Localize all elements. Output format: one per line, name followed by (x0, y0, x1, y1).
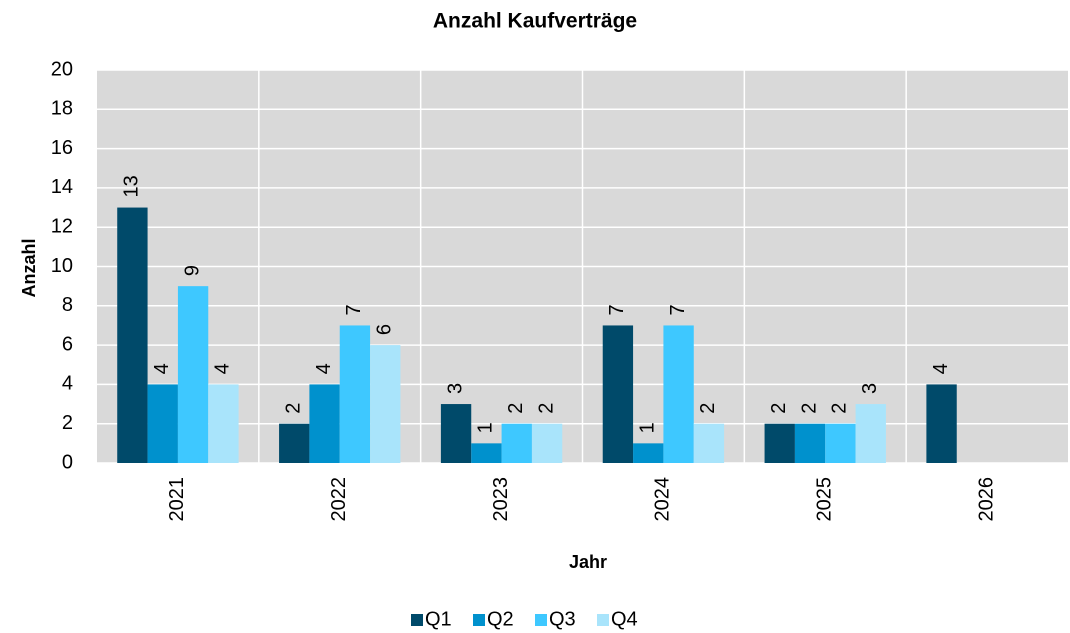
x-tick-label: 2021 (166, 477, 188, 522)
y-tick-label: 0 (62, 451, 73, 473)
y-axis-title: Anzahl (19, 238, 39, 297)
value-label: 2 (535, 403, 557, 414)
value-label: 3 (859, 383, 881, 394)
bar (531, 423, 563, 463)
legend-label: Q2 (487, 608, 514, 630)
legend-label: Q3 (549, 608, 576, 630)
value-label: 4 (930, 363, 952, 374)
bar (471, 443, 502, 463)
bar (855, 404, 886, 463)
value-label: 4 (313, 363, 335, 374)
x-tick-label: 2024 (652, 477, 674, 522)
chart-title: Anzahl Kaufverträge (433, 10, 637, 33)
bar (764, 423, 795, 463)
value-label: 7 (606, 304, 628, 315)
bar (147, 384, 178, 463)
value-label: 1 (637, 422, 659, 433)
bar (693, 423, 725, 463)
value-label: 3 (444, 383, 466, 394)
bar (370, 345, 401, 463)
y-tick-label: 18 (51, 98, 73, 120)
y-tick-label: 14 (51, 176, 73, 198)
legend-swatch (597, 614, 609, 626)
bar (279, 423, 310, 463)
legend-label: Q4 (611, 608, 638, 630)
bar (926, 384, 957, 463)
bar (825, 423, 856, 463)
value-label: 13 (121, 175, 143, 197)
value-label: 4 (151, 363, 173, 374)
bar (602, 325, 634, 463)
value-label: 2 (505, 403, 527, 414)
value-label: 6 (374, 324, 396, 335)
bar (208, 384, 239, 463)
value-label: 2 (768, 403, 790, 414)
bar (339, 325, 371, 463)
legend-label: Q1 (425, 608, 452, 630)
value-label: 7 (667, 304, 689, 315)
value-label: 2 (697, 403, 719, 414)
value-label: 2 (798, 403, 820, 414)
bar (177, 286, 209, 463)
bar (633, 443, 664, 463)
x-tick-label: 2026 (975, 477, 997, 522)
bar (309, 384, 340, 463)
y-tick-label: 6 (62, 333, 73, 355)
bar (117, 207, 148, 463)
y-tick-label: 4 (62, 373, 73, 395)
value-label: 4 (212, 363, 234, 374)
value-label: 2 (283, 403, 305, 414)
x-tick-label: 2023 (490, 477, 512, 522)
y-tick-label: 8 (62, 294, 73, 316)
y-tick-label: 20 (51, 58, 73, 80)
x-axis-title: Jahr (569, 552, 607, 572)
bar (501, 423, 532, 463)
y-tick-label: 2 (62, 412, 73, 434)
value-label: 7 (343, 304, 365, 315)
bar (794, 423, 826, 463)
bar (663, 325, 694, 463)
legend-swatch (473, 614, 485, 626)
y-tick-label: 16 (51, 137, 73, 159)
value-label: 2 (829, 403, 851, 414)
bar (440, 404, 472, 463)
x-tick-label: 2022 (328, 477, 350, 522)
value-label: 9 (181, 265, 203, 276)
legend-swatch (411, 614, 423, 626)
value-label: 1 (475, 422, 497, 433)
y-tick-label: 12 (51, 215, 73, 237)
y-tick-label: 10 (51, 255, 73, 277)
legend-swatch (535, 614, 547, 626)
x-tick-label: 2025 (814, 477, 836, 522)
